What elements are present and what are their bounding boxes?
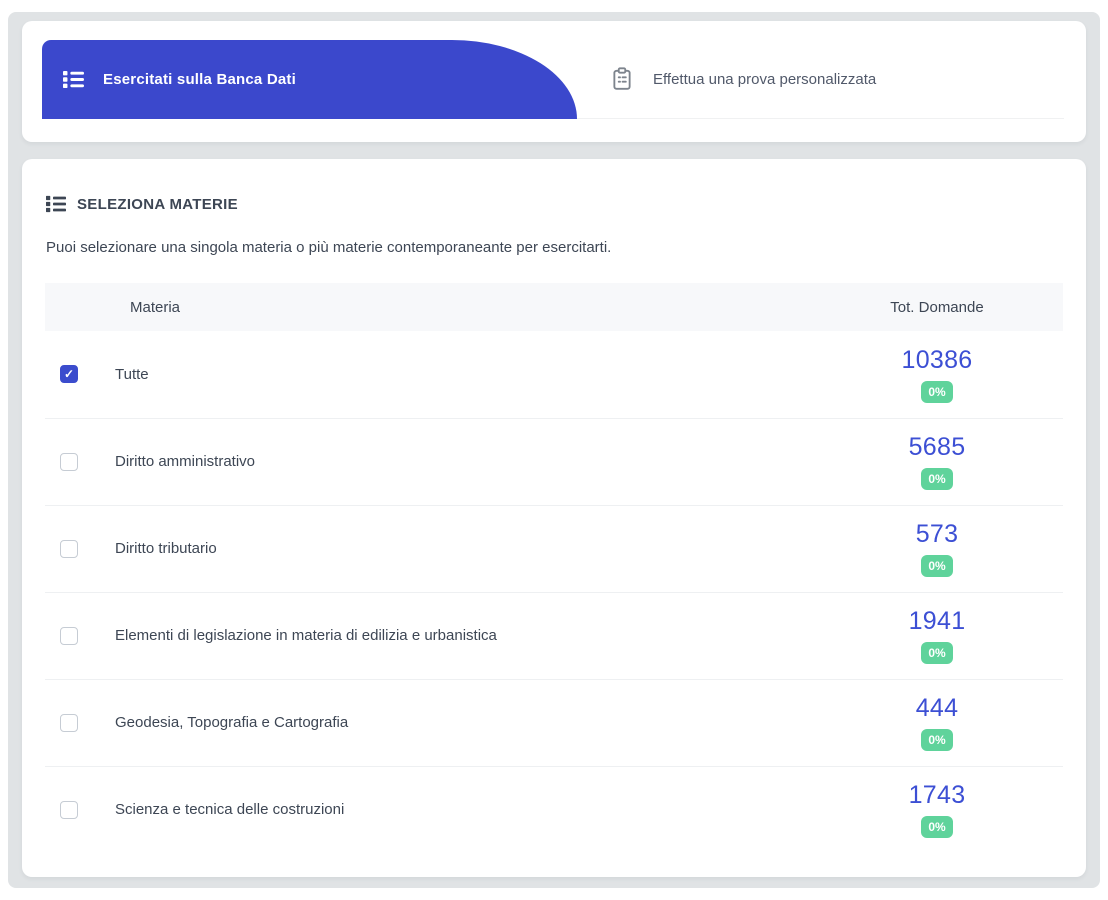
materia-label: Tutte [115, 365, 149, 383]
total-domande-value: 444 [915, 694, 959, 722]
materia-checkbox[interactable] [60, 452, 78, 471]
tab-label: Effettua una prova personalizzata [653, 70, 877, 88]
total-domande-value: 5685 [908, 433, 966, 461]
section-header: SELEZIONA MATERIE [46, 195, 1063, 213]
materia-checkbox[interactable]: ✓ [60, 365, 78, 384]
section-description: Puoi selezionare una singola materia o p… [46, 239, 612, 256]
tabs-row: Esercitati sulla Banca Dati Effettua una… [42, 40, 1064, 119]
percent-badge: 0% [921, 642, 953, 664]
materia-checkbox[interactable] [60, 539, 78, 558]
materia-row: ✓ Tutte 10386 0% [45, 331, 1063, 418]
content-panel: Esercitati sulla Banca Dati Effettua una… [8, 12, 1100, 888]
materia-checkbox[interactable] [60, 626, 78, 645]
tab-label: Esercitati sulla Banca Dati [103, 71, 296, 88]
materia-label: Diritto tributario [115, 504, 811, 592]
percent-badge: 0% [921, 729, 953, 751]
tabs-card: Esercitati sulla Banca Dati Effettua una… [22, 21, 1086, 142]
materia-row: Scienza e tecnica delle costruzioni 1743… [45, 765, 1063, 853]
tab-prova-personalizzata[interactable]: Effettua una prova personalizzata [591, 40, 896, 118]
materia-label: Scienza e tecnica delle costruzioni [115, 765, 811, 853]
section-title: SELEZIONA MATERIE [77, 195, 238, 213]
materie-table-body: ✓ Tutte 10386 0% Diritto amministrativo … [45, 331, 1063, 853]
list-icon [63, 70, 84, 89]
total-domande-value: 1743 [908, 781, 966, 810]
materia-checkbox[interactable] [60, 800, 78, 819]
header-checkbox-col [45, 283, 115, 331]
header-tot-domande: Tot. Domande [890, 298, 984, 316]
materia-label: Elementi di legislazione in materia di e… [115, 591, 811, 679]
percent-badge: 0% [921, 555, 953, 577]
header-materia: Materia [130, 298, 181, 316]
percent-badge: 0% [921, 468, 953, 490]
materia-label: Diritto amministrativo [115, 417, 811, 505]
materia-label: Geodesia, Topografia e Cartografia [115, 678, 811, 766]
materia-row: Elementi di legislazione in materia di e… [45, 591, 1063, 679]
table-header-row: Materia Tot. Domande [45, 283, 1063, 331]
clipboard-list-icon [611, 67, 633, 91]
tab-esercitati-banca-dati[interactable]: Esercitati sulla Banca Dati [42, 40, 577, 119]
total-domande-value: 573 [915, 520, 959, 548]
list-icon [46, 195, 66, 213]
materie-table: Materia Tot. Domande ✓ Tutte 10386 0% Di… [45, 283, 1063, 853]
seleziona-materie-card: SELEZIONA MATERIE Puoi selezionare una s… [22, 159, 1086, 877]
materia-checkbox[interactable] [60, 713, 78, 732]
total-domande-value: 1941 [908, 607, 966, 635]
materia-row: Diritto amministrativo 5685 0% [45, 417, 1063, 505]
materia-row: Diritto tributario 573 0% [45, 504, 1063, 592]
materia-row: Geodesia, Topografia e Cartografia 444 0… [45, 678, 1063, 766]
percent-badge: 0% [921, 816, 953, 839]
percent-badge: 0% [921, 380, 953, 403]
total-domande-value: 10386 [901, 345, 973, 374]
